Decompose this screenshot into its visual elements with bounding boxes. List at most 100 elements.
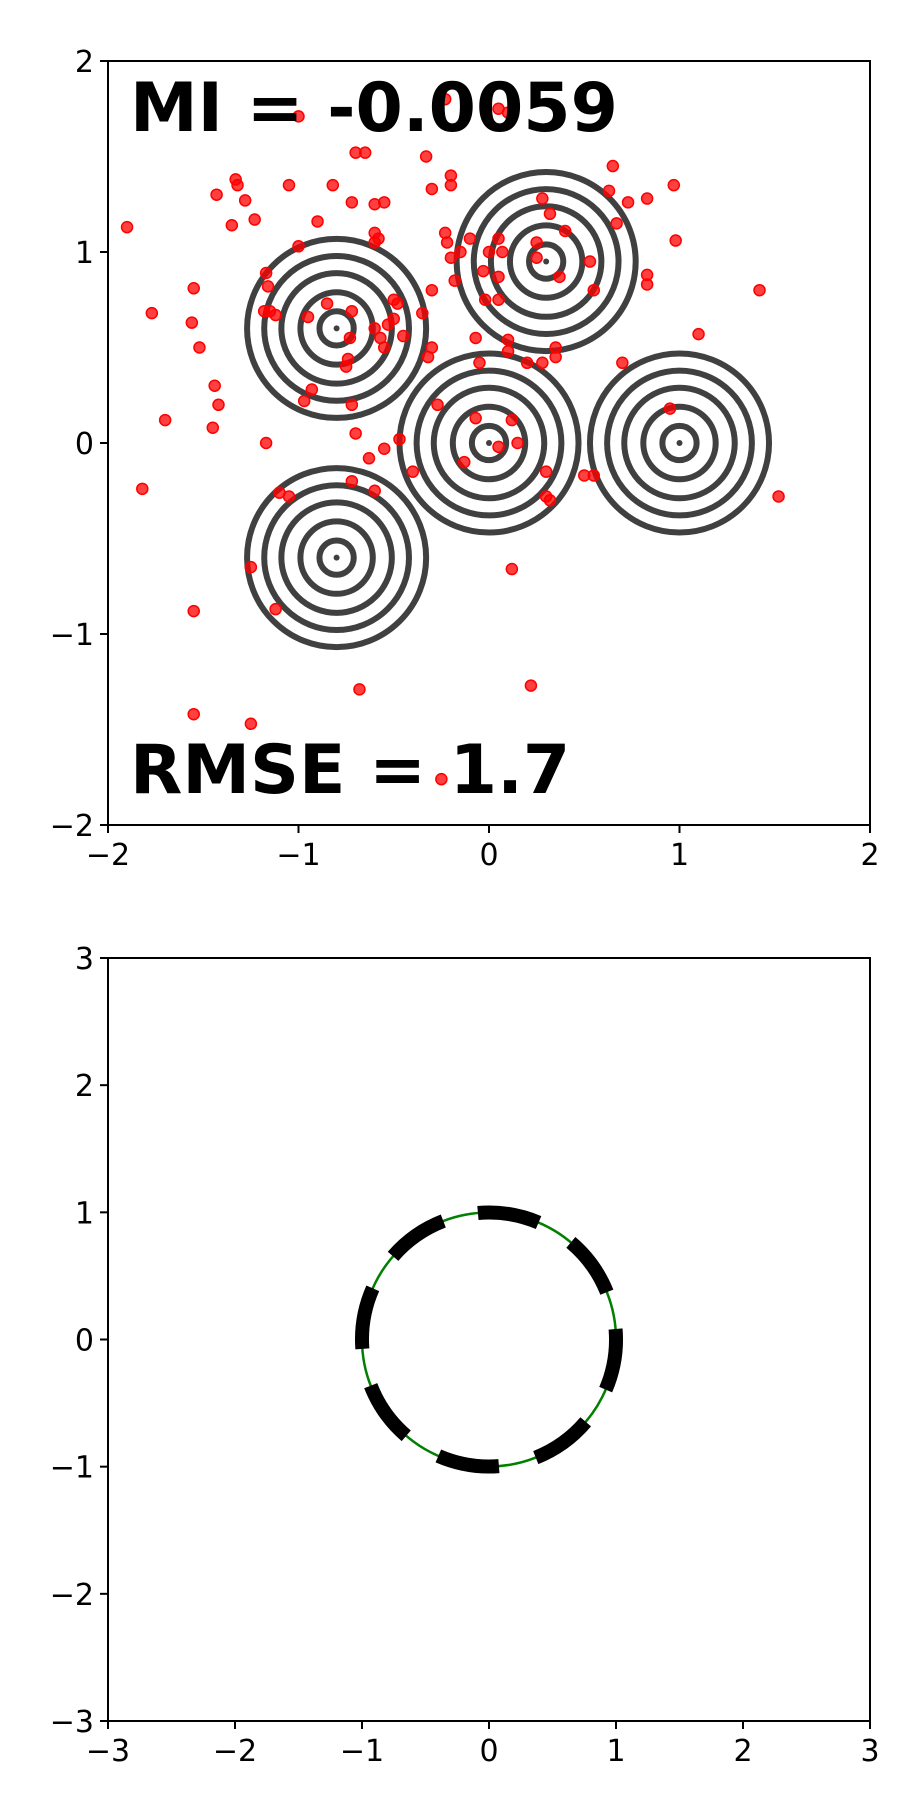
scatter-point [496,245,509,259]
scatter-point [372,232,385,245]
scatter-point [145,306,159,320]
scatter-point [345,196,359,209]
contour-ring [526,241,567,282]
contour-ring [468,422,510,464]
scatter-point [692,327,705,341]
scatter-point [225,219,239,232]
scatter-point [457,455,471,469]
scatter-point [501,345,515,358]
scatter-point [669,234,682,247]
contour-ring [586,350,773,536]
x-tick-label: 2 [860,838,879,873]
scatter-point [482,245,496,259]
scatter-point [377,341,391,354]
scatter-point [610,217,623,230]
x-tick-label: −2 [213,1734,257,1769]
x-tick-label: 0 [479,1734,498,1769]
scatter-point [587,283,601,297]
scatter-point [438,92,452,106]
scatter-point [208,379,221,392]
contour-ring [659,422,700,464]
scatter-point [261,280,275,293]
scatter-point [425,182,439,196]
scatter-point [448,274,461,287]
scatter-point [431,398,444,412]
contour-ring [244,465,430,651]
x-tick-label: −1 [276,838,320,873]
scatter-point [473,356,486,370]
scatter-point [311,215,324,228]
scatter-point [640,278,654,291]
scatter-point [259,266,273,280]
scatter-point [530,251,543,264]
scatter-point [469,411,482,425]
annotation: MI = -0.0059 [130,69,618,148]
y-tick-label: 2 [75,1069,94,1104]
scatter-point [206,421,220,434]
contour-ring [278,499,395,616]
y-tick-label: −1 [50,1451,94,1486]
scatter-point [539,465,553,478]
scatter-point [416,306,429,320]
scatter-point [492,270,505,284]
scatter-point [492,440,505,454]
contour-ring [261,253,412,404]
scatter-point [621,196,635,209]
x-tick-label: 0 [479,838,498,873]
x-tick-label: 3 [860,1734,879,1769]
contour-ring [506,222,586,301]
scatter-point [349,427,362,440]
y-tick-label: 0 [75,1324,94,1359]
scatter-point [549,341,562,354]
y-tick-label: 2 [75,45,94,80]
y-tick-label: −2 [50,809,94,844]
scatter-point [463,232,477,245]
scatter-point [320,297,334,310]
contour-ring [413,367,565,519]
circle-dashes [355,1205,623,1474]
scatter-point [602,184,616,198]
y-tick-label: 1 [75,1196,94,1231]
scatter-point [193,341,206,354]
scatter-point [301,310,315,324]
scatter-point [397,329,410,343]
scatter-point [553,270,566,284]
y-tick-label: 3 [75,942,94,977]
scatter-point [377,196,391,209]
scatter-point [244,717,258,731]
scatter-point [362,452,376,465]
contour-ring [604,367,755,519]
scatter-point [187,604,200,618]
scatter-point [435,772,448,786]
scatter-point [391,297,404,310]
scatter-point [536,192,549,205]
scatter-point [231,178,244,192]
x-tick-label: −3 [86,1734,130,1769]
y-tick-label: 1 [75,236,94,271]
scatter-point [345,398,359,412]
x-tick-label: −1 [340,1734,384,1769]
scatter-point [292,110,305,123]
scatter-point [520,356,534,370]
scatter-point [387,312,400,326]
y-tick-label: −2 [50,1578,94,1613]
scatter-point [444,169,458,182]
scatter-point [353,683,366,696]
scatter-point [667,178,681,192]
scatter-point [368,322,381,335]
scatter-point [269,602,282,616]
x-tick-label: 1 [670,838,689,873]
scatter-point [406,465,420,478]
scatter-point [543,207,557,221]
scatter-point [640,192,654,205]
scatter-point [158,413,172,427]
scatter-point [297,394,311,408]
scatter-point [583,255,597,268]
scatter-point [393,432,406,446]
contour-center [333,325,340,332]
scatter-point [492,232,505,245]
annotation: RMSE = 1.7 [130,731,570,810]
scatter-point [358,146,372,159]
scatter-point [558,224,572,238]
contour-ring [244,235,430,421]
